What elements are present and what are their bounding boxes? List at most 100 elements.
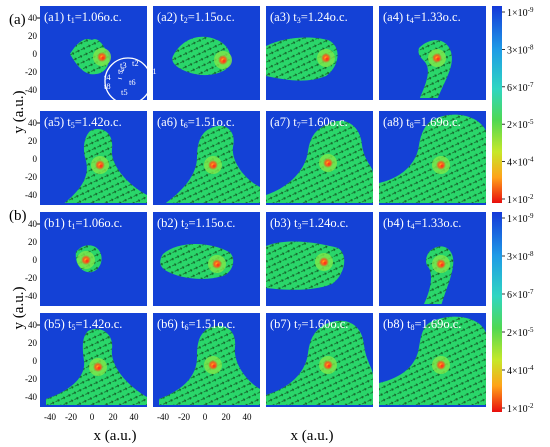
colorbar-label: 2×10-5 <box>507 326 534 339</box>
time-symbol: t <box>406 115 410 129</box>
panel-title: (a8) t8=1.69o.c. <box>383 115 461 130</box>
panel-title: (a4) t4=1.33o.c. <box>383 10 461 25</box>
time-value: =1.42o.c. <box>75 115 122 129</box>
colorbar-label: 3×10-8 <box>507 250 534 263</box>
x-tick-label: 0 <box>90 412 95 422</box>
time-value: =1.06o.c. <box>75 216 122 230</box>
time-symbol: t <box>294 317 298 331</box>
time-value: =1.06o.c. <box>75 10 122 24</box>
colorbar-label: 4×10-4 <box>507 364 534 377</box>
time-value: =1.33o.c. <box>414 216 461 230</box>
y-tick-label: -40 <box>25 392 37 402</box>
panel-title: (a1) t1=1.06o.c. <box>44 10 122 25</box>
time-symbol: t <box>293 10 297 24</box>
inset-time-label: t1 <box>150 66 157 76</box>
nucleus-core <box>85 259 89 263</box>
group-label-a: (a) <box>9 12 26 28</box>
panel: (a5) t5=1.42o.c. <box>37 111 147 205</box>
colorbar-label: 1×10-9 <box>507 6 534 19</box>
time-subscript: 1 <box>71 16 75 25</box>
panel-tag: (b4) <box>383 216 407 230</box>
panel-tag: (a4) <box>383 10 406 24</box>
panel: (b7) t7=1.60o.c. <box>266 313 373 407</box>
time-subscript: 3 <box>297 222 301 231</box>
time-symbol: t <box>67 115 71 129</box>
panel: (b5) t5=1.42o.c. <box>37 313 147 407</box>
colorbar-label: 3×10-8 <box>507 43 534 56</box>
time-value: =1.60o.c. <box>301 317 348 331</box>
colorbar-label: 2×10-5 <box>507 118 534 131</box>
y-tick-label: 0 <box>33 154 38 164</box>
panel-title: (b5) t5=1.42o.c. <box>44 317 122 332</box>
y-tick-label: -20 <box>25 273 37 283</box>
time-symbol: t <box>180 115 184 129</box>
x-tick-label: -40 <box>44 412 56 422</box>
panel-title: (a3) t3=1.24o.c. <box>270 10 348 25</box>
x-tick-label: -20 <box>65 412 77 422</box>
nucleus-core <box>222 59 226 63</box>
x-tick-label: 40 <box>243 412 253 422</box>
panel-tag: (b3) <box>270 216 294 230</box>
inset-time-label: t6 <box>129 77 136 87</box>
time-subscript: 8 <box>410 323 414 332</box>
y-tick-label: 40 <box>28 13 38 23</box>
panel-tag: (a3) <box>270 10 293 24</box>
colorbar-label: 6×10-7 <box>507 81 534 94</box>
time-symbol: t <box>68 317 72 331</box>
current-arrows <box>379 114 486 203</box>
panel: (b1) t1=1.06o.c. <box>37 212 147 306</box>
y-tick-label: -20 <box>25 67 37 77</box>
panel-tag: (b7) <box>270 317 294 331</box>
nucleus-core <box>99 164 103 168</box>
panel-tag: (b8) <box>383 317 407 331</box>
y-tick-label: -40 <box>25 291 37 301</box>
panel: (b3) t3=1.24o.c. <box>266 212 373 306</box>
x-tick-label: -20 <box>178 412 190 422</box>
time-value: =1.15o.c. <box>188 10 235 24</box>
time-value: =1.24o.c. <box>301 216 348 230</box>
nucleus-core <box>212 164 216 168</box>
time-subscript: 1 <box>71 222 75 231</box>
time-value: =1.60o.c. <box>301 115 348 129</box>
y-tick-label: 40 <box>28 320 38 330</box>
time-symbol: t <box>68 216 72 230</box>
nucleus-core <box>212 364 216 368</box>
time-symbol: t <box>406 10 410 24</box>
x-tick-label: 0 <box>203 412 208 422</box>
colorbar: 1×10-9 3×10-8 6×10-7 2×10-5 4×10-4 1×10-2 1×10… <box>492 6 534 415</box>
x-tick-label: 40 <box>130 412 140 422</box>
panel-title: (b4) t4=1.33o.c. <box>383 216 461 231</box>
panel: (a4) t4=1.33o.c. <box>379 6 486 100</box>
panel: (b2) t2=1.15o.c. <box>153 212 260 306</box>
nucleus-core <box>440 164 444 168</box>
y-tick-label: 0 <box>33 356 38 366</box>
nucleus-core <box>216 263 220 267</box>
x-tick-label: 20 <box>222 412 232 422</box>
colorbar-label: 4×10-4 <box>507 156 534 169</box>
inset-time-label: t3 <box>120 60 127 70</box>
y-tick-label: 40 <box>28 219 38 229</box>
x-tick-label: -40 <box>157 412 169 422</box>
inset-time-label: t4 <box>104 72 111 82</box>
x-tick-label: 20 <box>109 412 119 422</box>
y-tick-label: 20 <box>28 237 38 247</box>
time-subscript: 4 <box>410 222 414 231</box>
y-axis-label: y (a.u.) <box>11 91 27 134</box>
panel-title: (b1) t1=1.06o.c. <box>44 216 122 231</box>
time-symbol: t <box>181 317 185 331</box>
y-tick-label: -40 <box>25 85 37 95</box>
nucleus-core <box>101 56 105 60</box>
time-value: =1.51o.c. <box>188 115 235 129</box>
nucleus-core <box>97 366 101 370</box>
time-symbol: t <box>67 10 71 24</box>
time-symbol: t <box>294 216 298 230</box>
panel-grid: (a1) t1=1.06o.c. (a2) t2=1.15o.c. (a3) t3=… <box>37 6 486 407</box>
time-symbol: t <box>181 216 185 230</box>
nucleus-core <box>323 261 327 265</box>
panel: (a3) t3=1.24o.c. <box>266 6 373 100</box>
panel-title: (b8) t8=1.69o.c. <box>383 317 461 332</box>
time-value: =1.24o.c. <box>301 10 348 24</box>
panel-tag: (a1) <box>44 10 67 24</box>
time-subscript: 5 <box>71 323 75 332</box>
time-subscript: 7 <box>297 121 301 130</box>
